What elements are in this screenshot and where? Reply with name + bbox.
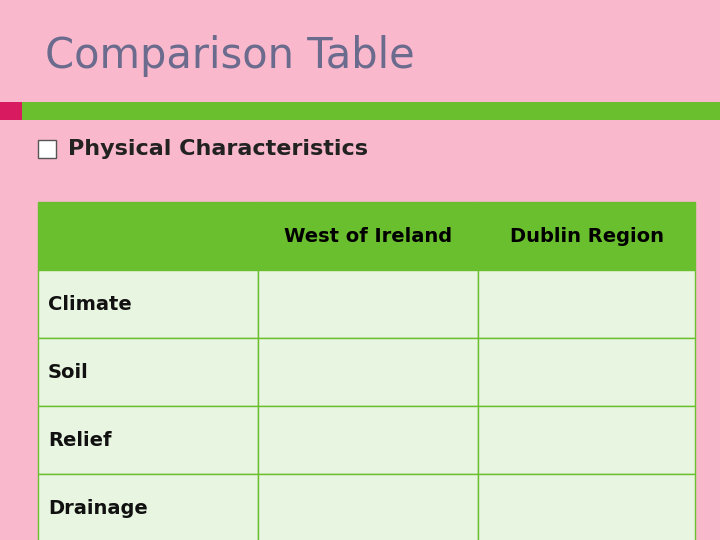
Bar: [0, 102, 22, 120]
Text: Drainage: Drainage: [48, 498, 148, 517]
Text: Soil: Soil: [48, 362, 89, 381]
Text: Climate: Climate: [48, 294, 132, 314]
Bar: [258, 406, 478, 474]
Bar: [258, 474, 478, 540]
Text: Physical Characteristics: Physical Characteristics: [68, 139, 368, 159]
Bar: [478, 270, 695, 338]
Bar: [38, 202, 258, 270]
Text: West of Ireland: West of Ireland: [284, 226, 452, 246]
Bar: [258, 338, 478, 406]
Bar: [478, 338, 695, 406]
Bar: [258, 270, 478, 338]
Bar: [258, 202, 478, 270]
Bar: [38, 406, 258, 474]
Bar: [38, 338, 258, 406]
Text: Dublin Region: Dublin Region: [510, 226, 664, 246]
Bar: [38, 270, 258, 338]
Bar: [478, 202, 695, 270]
Bar: [478, 406, 695, 474]
Bar: [22, 102, 720, 120]
Bar: [478, 474, 695, 540]
Text: Comparison Table: Comparison Table: [45, 35, 415, 77]
Bar: [38, 140, 56, 158]
Bar: [38, 474, 258, 540]
Text: Relief: Relief: [48, 430, 112, 449]
